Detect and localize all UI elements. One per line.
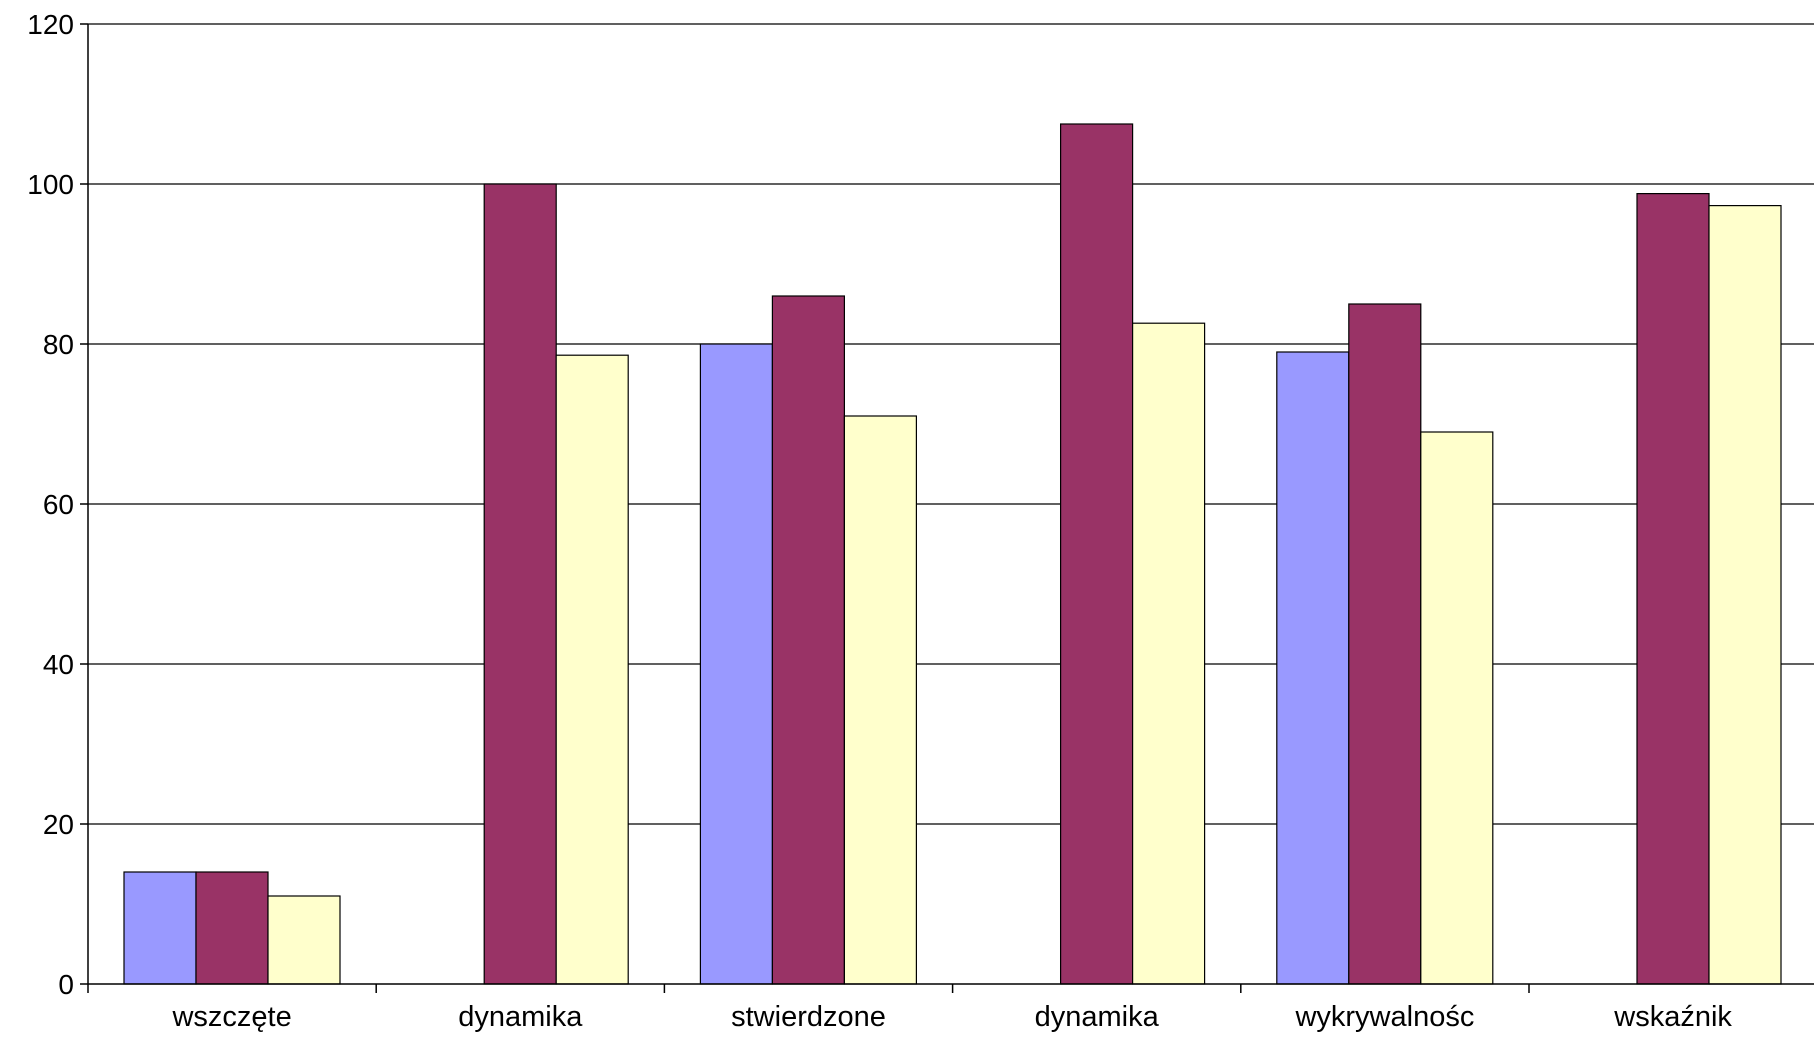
bar-series3-2: [843, 415, 918, 985]
x-category-label: wszczęte: [171, 1001, 291, 1033]
bar-series1-0: [123, 871, 197, 985]
bar-series2-3: [1059, 123, 1134, 985]
gridlines: [88, 23, 1814, 825]
x-category-label: dynamika: [1035, 1001, 1160, 1033]
x-category-label: dynamika: [458, 1001, 583, 1033]
bar-series3-3: [1131, 322, 1206, 985]
x-category-label: wykrywalnośc: [1294, 1001, 1474, 1033]
axes: [80, 23, 1814, 993]
y-tick-label: 120: [27, 9, 74, 40]
y-tick-label: 80: [43, 329, 74, 360]
bar-series3-5: [1708, 205, 1782, 985]
x-category-label: stwierdzone: [731, 1001, 886, 1033]
bar-series2-1: [483, 183, 557, 985]
y-tick-label: 40: [43, 649, 74, 680]
bar-series2-2: [771, 295, 846, 985]
y-tick-label: 60: [43, 489, 74, 520]
bar-series1-2: [699, 343, 774, 985]
bars: [123, 123, 1782, 985]
bar-series2-0: [195, 871, 269, 985]
y-tick-label: 100: [27, 169, 74, 200]
bar-series1-4: [1276, 351, 1350, 985]
y-tick-label: 0: [58, 969, 74, 1000]
bar-series3-4: [1420, 431, 1494, 985]
bar-series3-1: [555, 354, 629, 985]
x-category-label: wskaźnik: [1613, 1001, 1732, 1033]
bar-series3-0: [267, 895, 341, 985]
bar-series2-4: [1348, 303, 1422, 985]
bar-series2-5: [1636, 193, 1710, 985]
axis-labels: 0 20 40 60 80 100 120 wszczęte dynamika stwierdzo…: [27, 9, 1732, 1033]
y-tick-label: 20: [43, 809, 74, 840]
